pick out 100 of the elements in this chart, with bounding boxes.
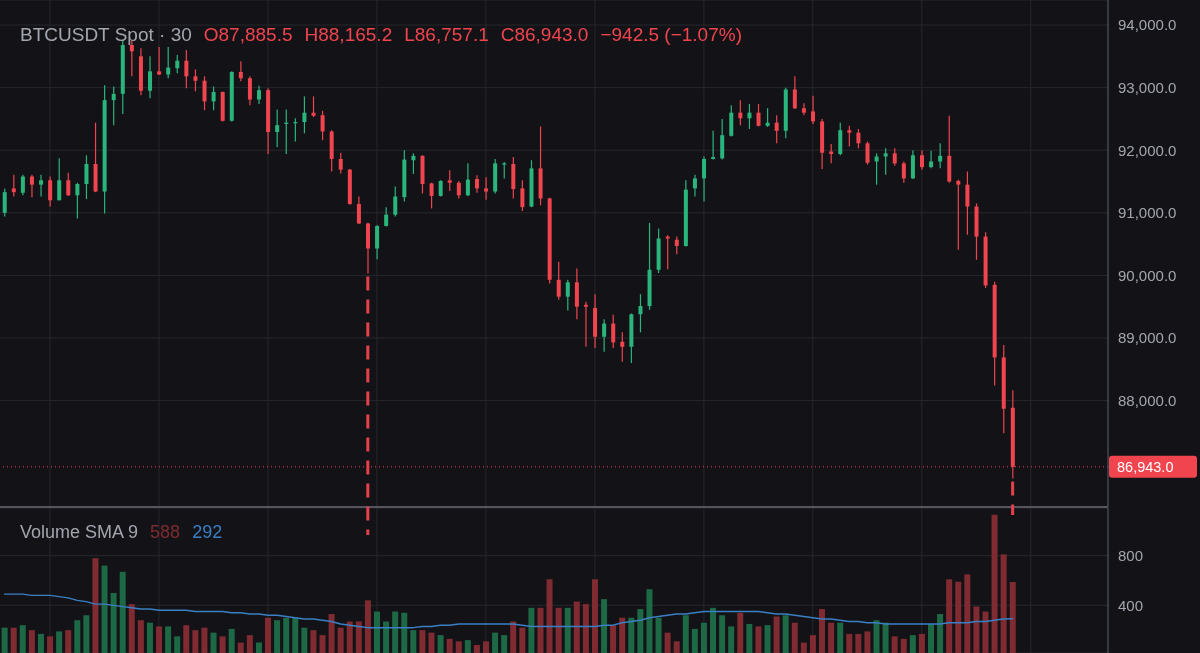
bar: [319, 635, 326, 653]
candlestick: [184, 49, 189, 89]
annotation: O87,885.5: [203, 24, 293, 46]
bar: [746, 623, 753, 653]
candlestick: [375, 224, 380, 260]
candlestick: [20, 174, 25, 196]
bar: [364, 600, 371, 653]
candlestick: [829, 143, 834, 164]
candlestick: [720, 118, 725, 161]
annotation: 292: [192, 521, 223, 543]
y-tick-label: 89,000.0: [1118, 329, 1177, 347]
bar: [946, 579, 953, 653]
bar: [691, 628, 698, 653]
candlestick: [611, 314, 616, 349]
annotation: H88,165.2: [304, 24, 393, 46]
candlestick: [484, 176, 489, 201]
bar: [237, 642, 244, 653]
y-tick-label: 90,000.0: [1118, 266, 1177, 284]
candlestick: [602, 318, 607, 353]
bar: [882, 622, 889, 653]
bar: [655, 617, 662, 653]
candlestick: [66, 172, 71, 197]
candlestick: [257, 85, 262, 105]
candlestick: [929, 150, 934, 169]
candlestick: [48, 175, 53, 208]
bar: [401, 612, 408, 653]
bar: [410, 630, 417, 653]
candlestick: [338, 152, 343, 174]
candlestick: [965, 170, 970, 236]
annotation: L86,757.1: [404, 24, 489, 46]
bar: [628, 617, 635, 653]
bar: [573, 601, 580, 653]
bar: [56, 631, 63, 653]
bar: [964, 574, 971, 653]
candlestick: [465, 162, 470, 197]
bar: [265, 617, 272, 653]
bar: [791, 622, 798, 653]
text: BTCUSDT Spot · 30: [20, 24, 192, 46]
y-tick-label: 400: [1118, 596, 1144, 614]
candlestick: [865, 140, 870, 166]
bar: [546, 579, 553, 653]
bar: [755, 626, 762, 653]
bar: [101, 565, 108, 653]
line-series: [3, 593, 1014, 629]
bar: [74, 620, 81, 653]
bar: [28, 630, 35, 653]
bar: [192, 630, 199, 653]
bar: [937, 614, 944, 653]
candlestick: [556, 261, 561, 301]
bar: [809, 635, 816, 653]
candlestick: [901, 160, 906, 184]
bar: [873, 620, 880, 653]
candlestick: [429, 182, 434, 210]
bar: [37, 633, 44, 653]
bar: [346, 621, 353, 653]
bar: [973, 606, 980, 653]
candlestick: [29, 174, 34, 198]
bar: [982, 611, 989, 653]
bar: [710, 607, 717, 653]
candlestick: [57, 157, 62, 201]
candlestick: [193, 68, 198, 92]
annotation: 588: [150, 521, 181, 543]
bar: [437, 635, 444, 653]
bar: [464, 640, 471, 653]
candlestick: [11, 174, 16, 198]
bar: [564, 607, 571, 653]
bar: [83, 615, 90, 653]
bar: [819, 609, 826, 653]
bar: [619, 617, 626, 653]
candlestick: [874, 152, 879, 186]
bar: [146, 622, 153, 653]
bar: [47, 636, 54, 653]
bar: [165, 626, 172, 653]
bar: [582, 604, 589, 653]
bar: [991, 514, 998, 653]
bar: [591, 579, 598, 653]
bar: [119, 571, 126, 653]
bar: [128, 604, 135, 653]
bar: [482, 641, 489, 653]
candlestick: [847, 125, 852, 148]
candlestick: [811, 95, 816, 125]
bar: [65, 630, 72, 653]
candlestick: [729, 104, 734, 138]
bar: [274, 620, 281, 653]
candlestick: [565, 279, 570, 312]
bar: [719, 615, 726, 653]
bar: [455, 641, 462, 653]
bar: [601, 599, 608, 653]
bar: [374, 611, 380, 653]
bar: [392, 611, 399, 653]
y-tick-label: 800: [1118, 547, 1144, 564]
text: Volume SMA 9: [20, 521, 139, 543]
bar: [174, 636, 181, 653]
bar: [446, 638, 453, 653]
ref-line-label: 86,943.0: [1117, 458, 1174, 475]
candlestick: [238, 60, 243, 82]
candlestick: [702, 155, 707, 203]
bar: [864, 631, 871, 653]
bar: [837, 622, 844, 653]
candlestick: [311, 95, 316, 118]
